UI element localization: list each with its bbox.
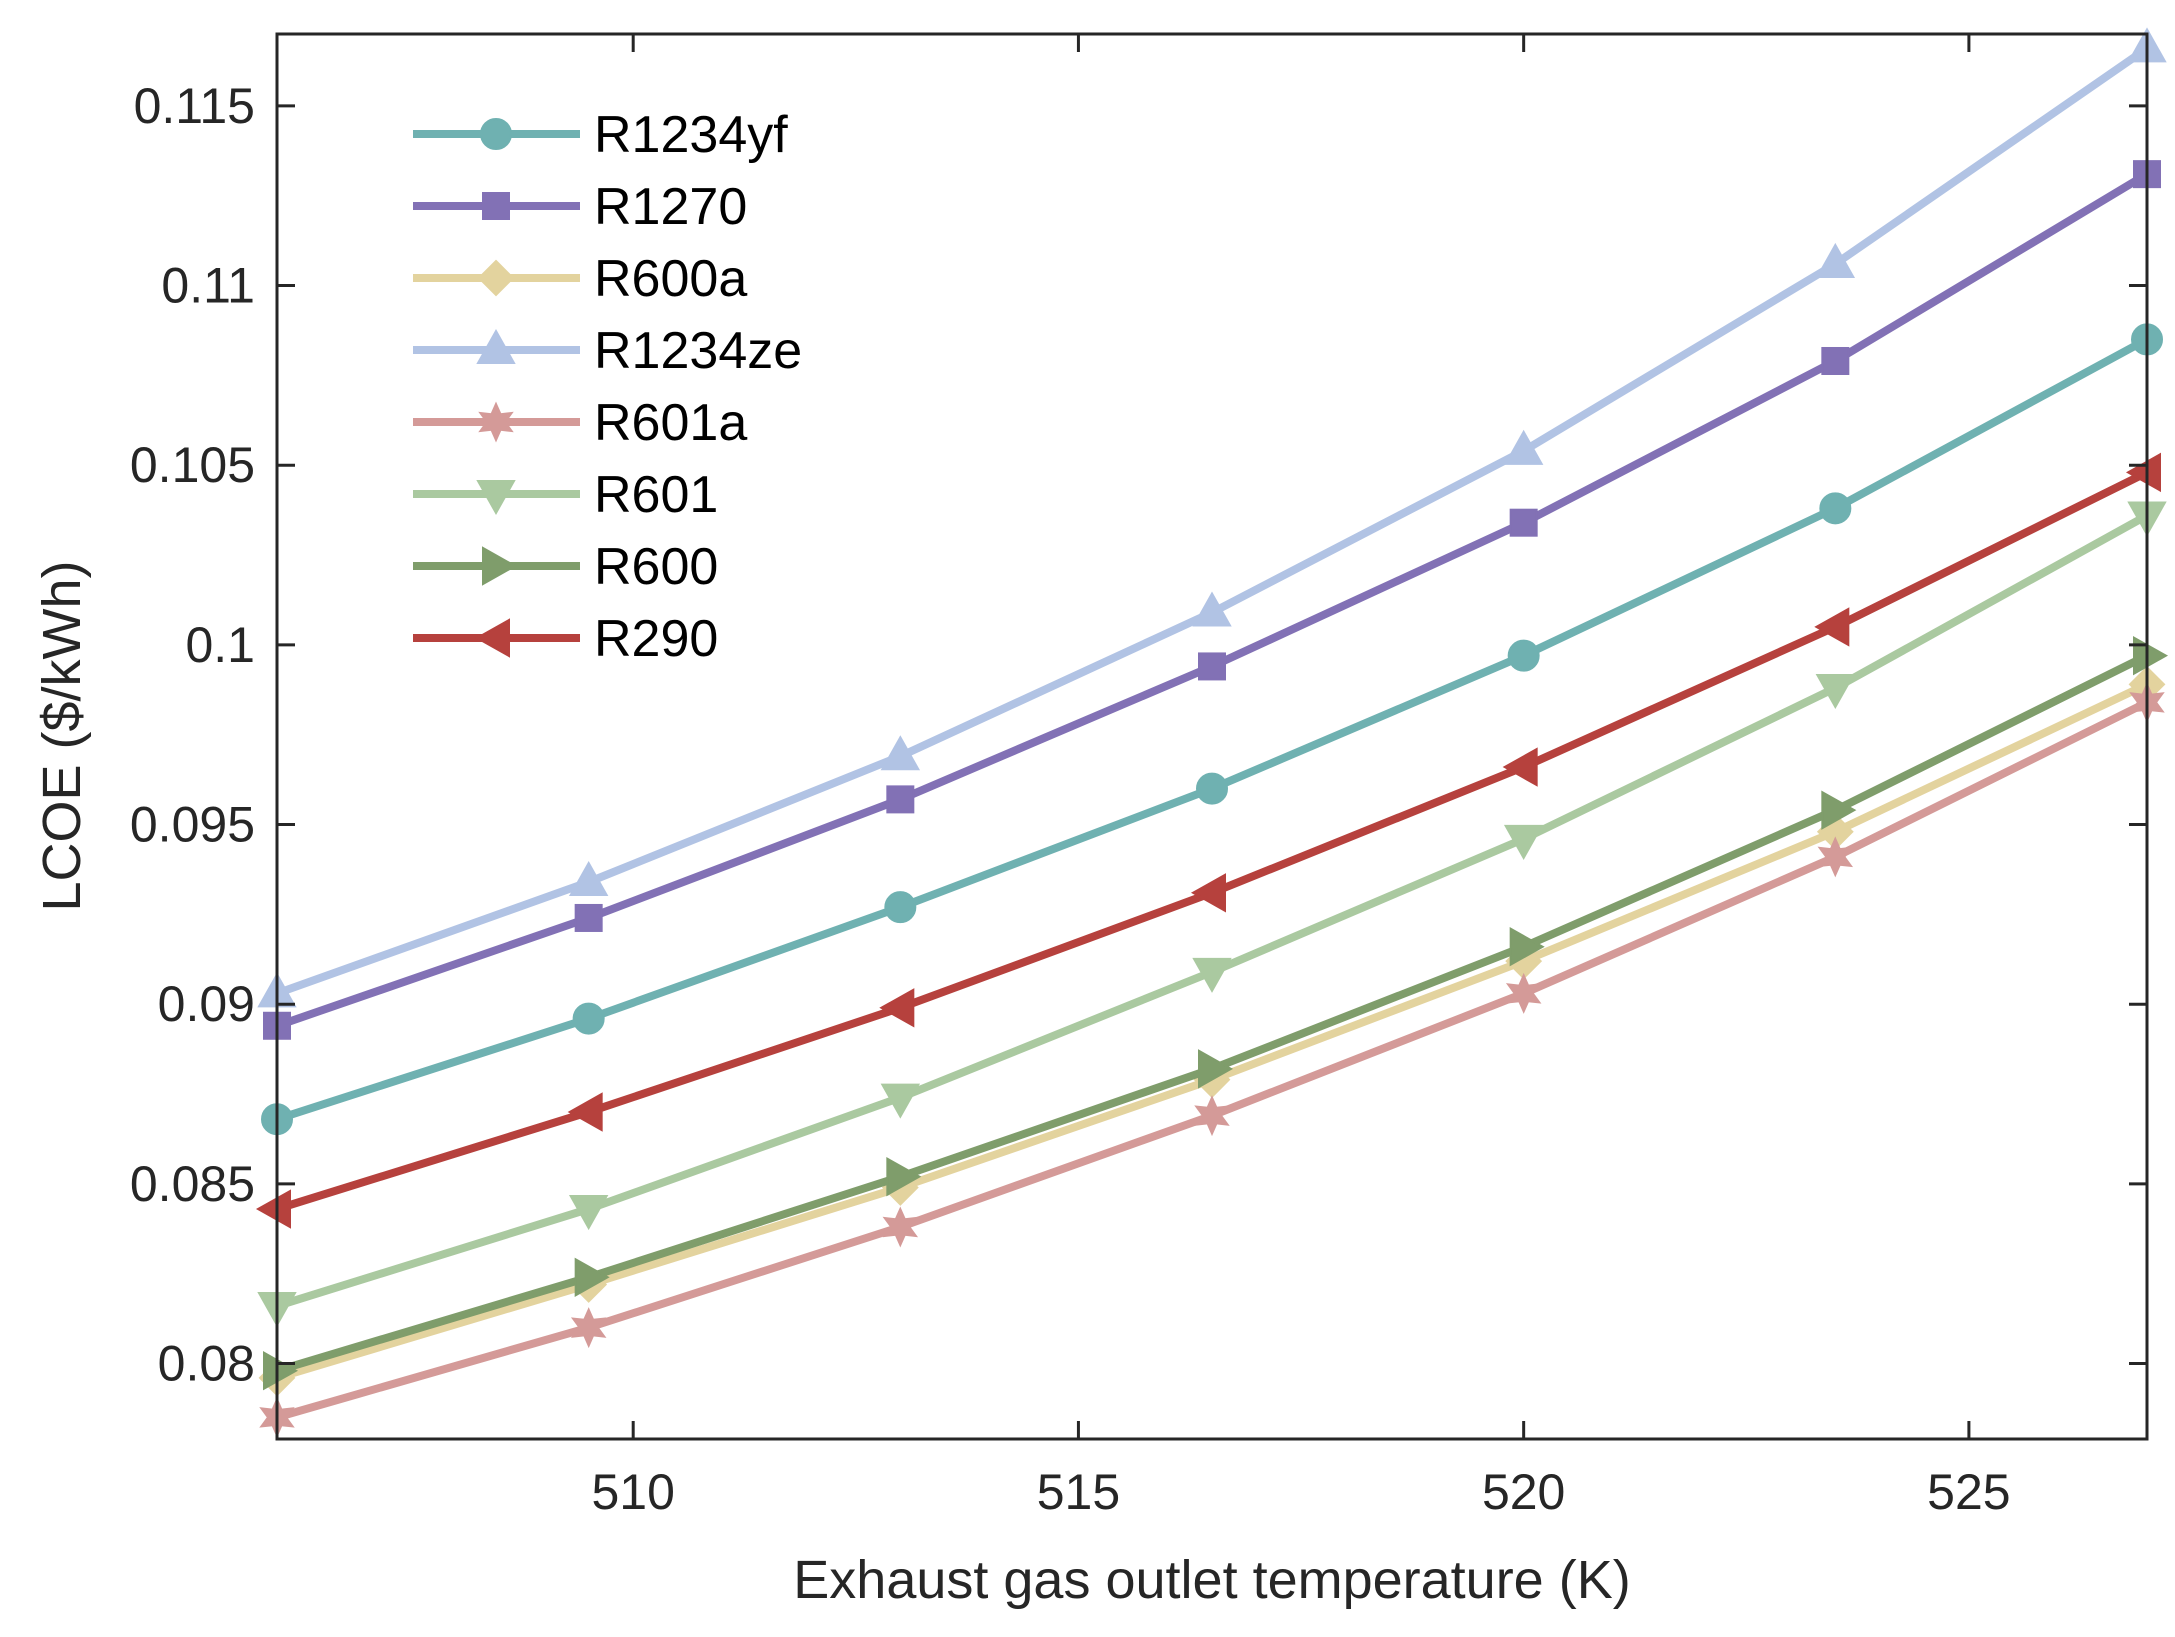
data-point-R1234ze-5 (1815, 242, 1856, 278)
data-point-R1270-1 (574, 903, 603, 932)
legend-marker-R1234yf (480, 118, 512, 150)
data-point-R601a-2 (882, 1206, 919, 1248)
y-tick-label: 0.095 (130, 797, 255, 853)
data-point-R290-0 (255, 1189, 291, 1229)
y-tick-label: 0.115 (134, 78, 255, 134)
legend-marker-R601a (478, 401, 514, 443)
data-point-R601-5 (1815, 673, 1856, 710)
series-R600 (263, 635, 2169, 1391)
legend-marker-R290 (474, 618, 510, 658)
series-R1234yf (261, 323, 2163, 1136)
series-R601 (257, 501, 2167, 1328)
x-axis-label: Exhaust gas outlet temperature (K) (793, 1550, 1630, 1610)
data-point-R600-6 (2133, 635, 2169, 676)
series-layer (255, 27, 2169, 1438)
legend-item-R600a: R600a (413, 250, 747, 308)
series-R601a (259, 681, 2165, 1438)
data-point-R1234yf-2 (884, 891, 917, 924)
data-point-R600-5 (1821, 790, 1857, 830)
legend-item-R1234ze: R1234ze (413, 322, 802, 380)
data-point-R1234ze-3 (1192, 591, 1232, 627)
data-point-R1234yf-1 (572, 1002, 605, 1035)
data-point-R600-3 (1198, 1049, 1234, 1089)
legend: R1234yf R1270 R600a R1234ze R601a R601 R600 R29… (413, 106, 802, 668)
data-point-R290-6 (2125, 452, 2161, 493)
data-point-R601a-1 (570, 1307, 607, 1349)
data-point-R1270-5 (1821, 346, 1850, 375)
data-point-R1270-4 (1509, 508, 1538, 537)
y-tick-label: 0.085 (130, 1156, 255, 1212)
y-axis-label: LCOE ($/kWh) (32, 560, 92, 911)
data-point-R1270-3 (1198, 652, 1226, 681)
legend-marker-R601 (476, 480, 516, 516)
x-tick-label: 515 (1037, 1464, 1120, 1520)
legend-item-R601a: R601a (413, 394, 747, 452)
legend-label-R290: R290 (594, 610, 718, 668)
legend-label-R1234yf: R1234yf (594, 106, 788, 164)
legend-marker-R1234ze (476, 328, 516, 364)
legend-marker-R600a (477, 259, 515, 297)
y-tick-label: 0.1 (185, 617, 255, 673)
legend-label-R1270: R1270 (594, 178, 747, 236)
data-point-R1270-2 (886, 785, 915, 814)
data-point-R601a-3 (1194, 1095, 1230, 1137)
legend-label-R600: R600 (594, 538, 718, 596)
y-tick-label: 0.08 (158, 1336, 255, 1392)
data-point-R1234ze-4 (1503, 429, 1544, 465)
data-point-R601-4 (1503, 824, 1544, 860)
y-tick-label: 0.11 (161, 258, 255, 314)
legend-item-R601: R601 (413, 466, 718, 524)
data-point-R290-2 (879, 988, 915, 1028)
legend-item-R290: R290 (413, 610, 718, 668)
data-point-R601-1 (568, 1195, 609, 1231)
data-point-R600-0 (263, 1351, 299, 1391)
legend-marker-R600 (482, 546, 518, 586)
data-point-R1234yf-3 (1196, 772, 1228, 805)
plot-area-frame (275, 32, 2149, 1441)
y-tick-label: 0.09 (158, 976, 255, 1032)
data-point-R601-3 (1192, 957, 1232, 993)
tick-layer: 510 515 520 525 0.08 0.085 0.09 0.095 0.1 0.105 0.… (130, 34, 2147, 1520)
data-point-R600-2 (886, 1156, 922, 1197)
legend-marker-R1270 (482, 192, 510, 220)
data-point-R1234ze-1 (568, 860, 609, 897)
x-tick-label: 520 (1482, 1464, 1565, 1520)
series-R290 (255, 452, 2161, 1229)
data-point-R290-1 (567, 1092, 603, 1132)
legend-item-R1270: R1270 (413, 178, 747, 236)
data-point-R600-1 (574, 1257, 610, 1298)
legend-item-R1234yf: R1234yf (413, 106, 788, 164)
data-point-R290-4 (1502, 747, 1538, 787)
data-point-R601a-4 (1505, 972, 1542, 1014)
data-point-R1234ze-2 (880, 735, 921, 771)
x-tick-label: 510 (591, 1464, 674, 1520)
legend-label-R600a: R600a (594, 250, 747, 308)
y-tick-label: 0.105 (130, 437, 255, 493)
data-point-R601a-5 (1817, 836, 1854, 878)
data-point-R601-2 (880, 1083, 921, 1119)
legend-label-R1234ze: R1234ze (594, 322, 802, 380)
data-point-R290-5 (1814, 607, 1850, 647)
legend-label-R601a: R601a (594, 394, 747, 452)
x-tick-label: 525 (1927, 1464, 2010, 1520)
data-point-R600-4 (1509, 927, 1545, 967)
data-point-R1234yf-4 (1507, 639, 1540, 672)
data-point-R1234yf-5 (1819, 492, 1852, 525)
legend-label-R601: R601 (594, 466, 718, 524)
data-point-R290-3 (1190, 873, 1226, 913)
legend-item-R600: R600 (413, 538, 718, 596)
